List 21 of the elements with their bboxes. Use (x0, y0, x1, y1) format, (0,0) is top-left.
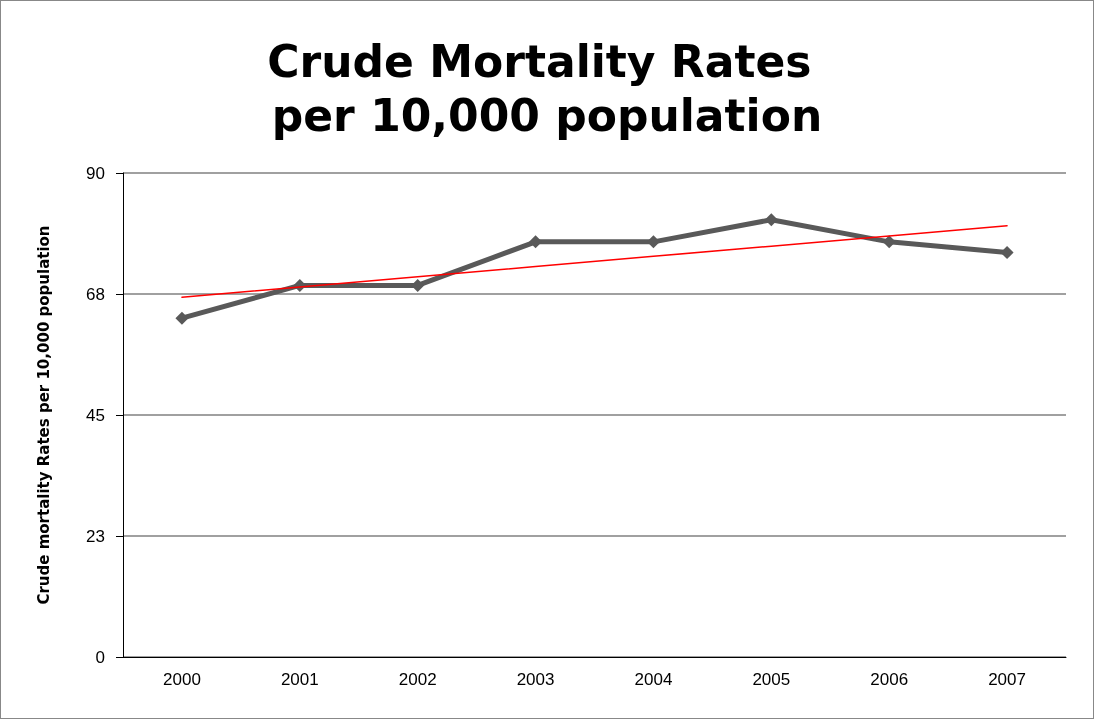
y-tick-label: 68 (86, 284, 105, 304)
point (764, 213, 778, 227)
x-tick-label: 2000 (163, 670, 201, 689)
point (411, 278, 425, 292)
x-tick-label: 2003 (516, 670, 555, 689)
x-tick-label: 2007 (988, 670, 1026, 689)
chart-title: Crude Mortality Rates per 10,000 population (267, 35, 827, 141)
x-tick-label: 2005 (752, 670, 791, 689)
y-tick-label: 23 (86, 526, 105, 546)
line-series (181, 224, 1008, 298)
point (882, 235, 896, 249)
x-tick-label: 2002 (398, 670, 437, 689)
y-axis-title: Crude mortality Rates per 10,000 population (34, 225, 53, 605)
point (1000, 246, 1014, 260)
point (175, 311, 189, 325)
x-tick-label: 2001 (280, 670, 319, 689)
y-tick-label: 90 (86, 163, 105, 183)
x-tick-label: 2004 (634, 670, 673, 689)
x-tick-label: 2006 (870, 670, 909, 689)
y-tick-label: 45 (86, 405, 105, 425)
y-tick-label: 0 (95, 647, 105, 667)
